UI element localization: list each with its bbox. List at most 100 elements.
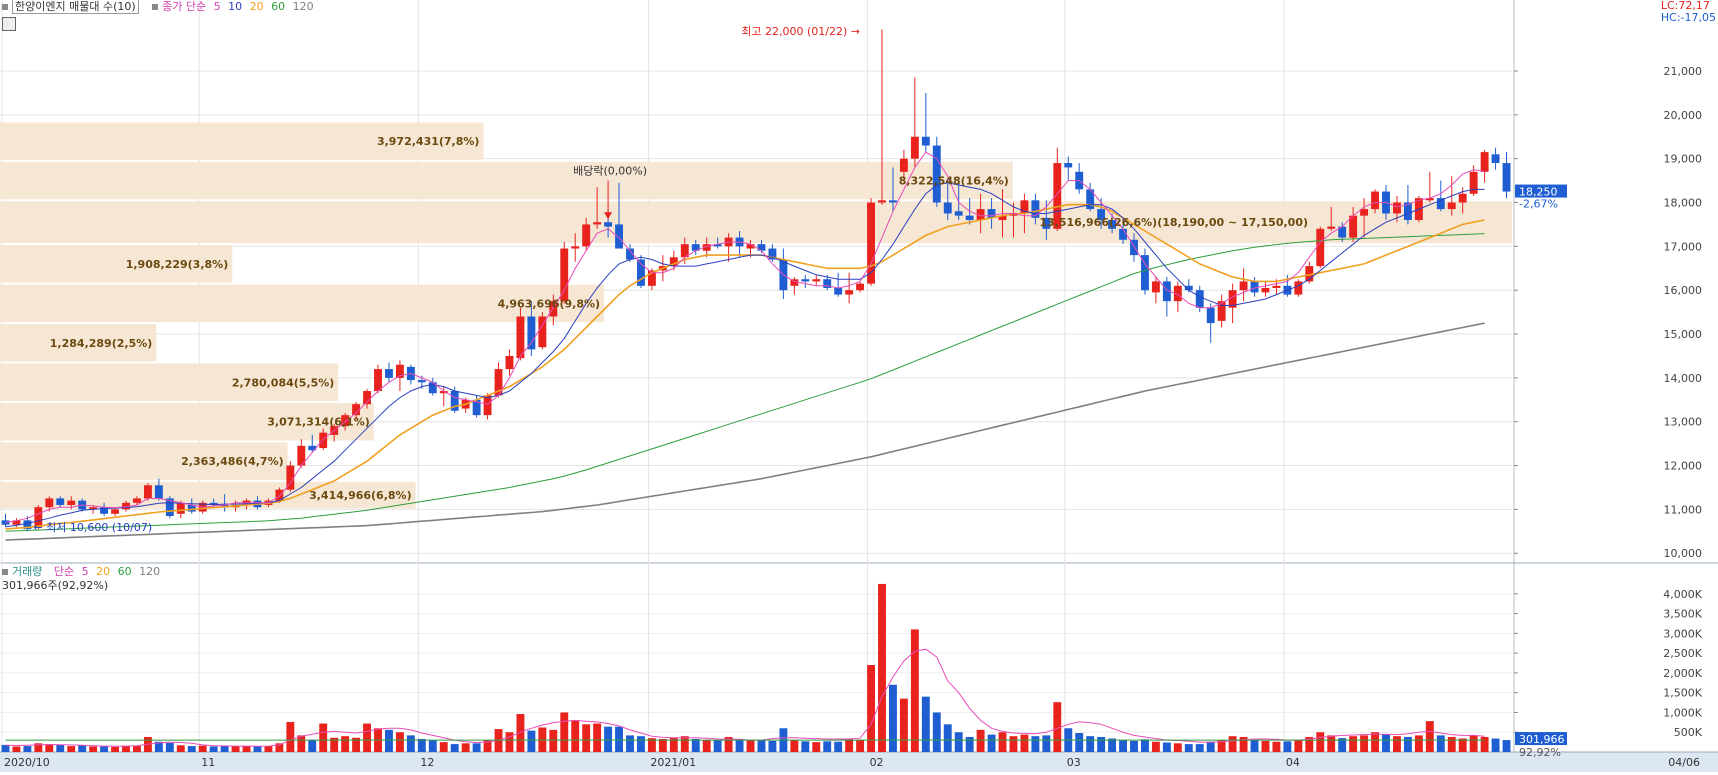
candle-body [834,288,843,295]
candle-body [790,279,799,286]
time-tick-label: 03 [1067,756,1081,769]
volume-bar [1360,735,1369,752]
volume-bar [834,741,843,752]
candle-body [1403,202,1412,221]
candle [308,434,317,453]
volume-bar [516,714,525,752]
candle-body [23,520,32,530]
candle-body [1009,213,1018,216]
candle [165,496,174,519]
volume-bar [735,739,744,752]
volume-bar [1,744,10,752]
candle [1064,156,1073,181]
volume-bar [757,740,766,752]
volume-profile-label: 1,284,289(2,5%) [50,337,153,350]
volume-bar [1261,740,1270,752]
candle-body [417,380,426,383]
legend-square-icon[interactable] [2,3,8,10]
candle-body [45,498,54,508]
candle [527,301,536,356]
volume-legend-title[interactable]: 거래량 [12,565,43,578]
volume-bar [1162,742,1171,752]
volume-bar [319,723,328,752]
volume-bar [253,746,262,752]
volume-bar [472,743,481,752]
volume-bar [67,746,76,752]
candle-body [889,200,897,203]
vol-ma20-label: 20 [96,565,111,578]
vol-ma60-label: 60 [117,565,132,578]
volume-bar [658,738,667,752]
candle [987,198,996,229]
candle-body [571,246,580,249]
candle [878,29,886,205]
candle-body [1228,290,1237,308]
volume-bar [461,743,470,752]
volume-bar [1393,736,1401,752]
volume-bar [264,746,273,752]
candle-body [1360,209,1369,216]
candle-body [604,222,613,227]
price-tick-label: 19,000 [1664,153,1703,166]
candle-body [143,485,152,499]
annotations: 최고 22,000 (01/22) → ← 최저 10,600 (10/07) 배당… [33,25,860,534]
grid-toggle-icon[interactable] [2,17,16,31]
legend-square-icon[interactable] [2,568,8,575]
candle-body [1250,281,1259,293]
volume-tag-box [1515,732,1567,746]
candle [1162,277,1171,317]
candle-body [374,369,382,392]
volume-bar [1042,735,1051,752]
volume-bar [746,740,755,752]
volume-bar [1316,732,1325,752]
candle [385,362,393,383]
candle-body [34,507,43,527]
ma60-label: 60 [271,0,286,13]
volume-bar [1294,740,1303,752]
candle-body [647,270,656,286]
volume-tick-label: 1,500K [1663,687,1702,700]
candle [538,312,547,350]
ma-label: 종가 단순 [162,0,207,13]
price-tick-label: 11,000 [1664,503,1703,516]
volume-bar [242,746,251,752]
volume-bar [560,712,569,752]
candle-body [209,502,218,506]
candle-body [1020,200,1029,214]
candle-body [823,279,832,288]
candle-body [1371,191,1379,210]
candle-body [1305,266,1314,282]
candle-body [713,244,722,247]
candle [1141,248,1149,295]
candle [1502,152,1511,199]
candle-body [1173,285,1182,302]
candle [1206,303,1215,343]
volume-bar [209,746,218,752]
volume-bar [878,583,886,752]
volume-bar [976,729,985,752]
volume-bar [856,739,865,752]
candle-body [1239,281,1248,291]
candle-body [910,136,919,159]
volume-bar [713,740,722,752]
candle [1,513,10,527]
price-legend-title[interactable]: 한양이엔지 매물대 수(10) [12,0,139,14]
candle-body [1031,200,1040,218]
candle [1217,294,1226,328]
candle [122,500,130,512]
top-right-readout: LC:72,17 HC:-17,05 [1661,0,1716,24]
candle-body [1261,288,1270,293]
volume-tick-label: 500K [1674,726,1703,739]
candle-body [505,355,514,370]
volume-bar [647,738,656,752]
high-annotation: 최고 22,000 (01/22) → [741,25,860,38]
volume-bar [78,745,87,752]
ma10-line [5,182,1485,528]
legend-square-icon[interactable] [152,3,159,10]
time-tick-label: 2020/10 [4,756,50,769]
candle [1425,171,1434,203]
volume-bar [889,684,897,752]
volume-bar [943,724,952,752]
